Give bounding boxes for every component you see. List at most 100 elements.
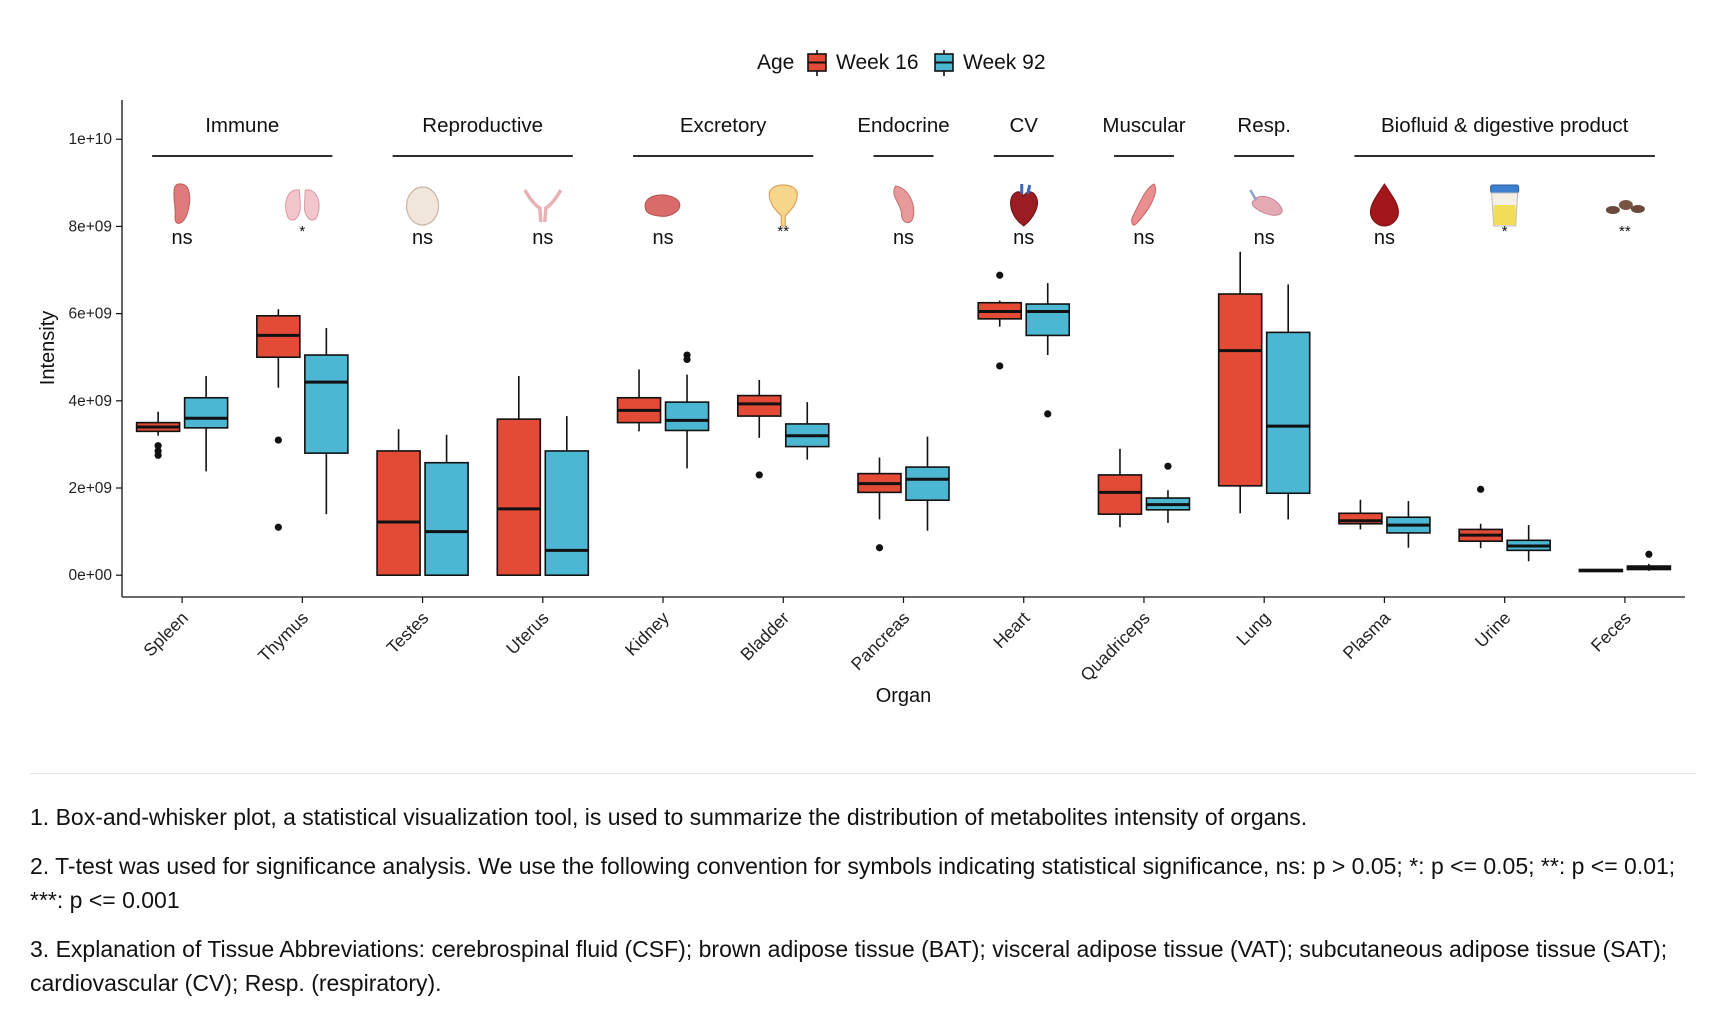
note-3: 3. Explanation of Tissue Abbreviations: … (30, 936, 1668, 996)
feces-icon-shape (1630, 205, 1645, 213)
pancreas-icon-shape (893, 185, 915, 223)
feces-icon (1605, 200, 1645, 214)
significance-label-kidney: ns (652, 227, 673, 249)
y-tick-label: 6e+09 (68, 306, 112, 323)
blood-drop-icon-shape (1369, 183, 1399, 227)
box-body (1338, 512, 1383, 525)
box-spleen-week-16 (135, 411, 181, 459)
box-plot-chart: Age Week 16 Week 92 0e+00 2e+09 4e+09 6e+09 8e+… (37, 50, 1685, 707)
group-label: Reproductive (422, 114, 543, 137)
kidney-icon-shape (644, 194, 681, 217)
heart-icon-shape (1010, 191, 1038, 227)
note-2: 2. T-test was used for significance anal… (30, 853, 1676, 913)
legend-title: Age (757, 51, 794, 74)
group-label: CV (1009, 114, 1038, 137)
urine-cup-icon-shape (1493, 205, 1516, 225)
kidney-icon (644, 194, 681, 217)
y-tick-label: 4e+09 (68, 393, 112, 410)
box-heart-week-16 (977, 271, 1023, 370)
legend-label: Week 16 (836, 51, 919, 74)
outlier-point (683, 351, 691, 359)
box-bladder-week-16 (736, 379, 782, 479)
quadriceps-icon-shape (1131, 183, 1156, 226)
group-biofluid-digestive-product: Biofluid & digestive product (1354, 114, 1655, 157)
bladder-icon-shape (768, 184, 798, 227)
x-tick-label-heart: Heart (989, 608, 1033, 652)
box-kidney-week-92 (664, 351, 710, 469)
outlier-point (1164, 462, 1172, 470)
group-label: Muscular (1102, 114, 1185, 137)
x-tick-label-plasma: Plasma (1339, 608, 1395, 664)
x-tick-label-lung: Lung (1232, 608, 1274, 650)
box-quadriceps-week-16 (1097, 448, 1143, 528)
x-tick-label-urine: Urine (1471, 608, 1515, 652)
significance-label-spleen: ns (172, 227, 193, 249)
box-uterus-week-16 (496, 375, 542, 577)
testes-icon-shape (405, 186, 440, 226)
x-tick-label-uterus: Uterus (502, 608, 553, 659)
box-body (736, 394, 782, 417)
significance-label-plasma: ns (1374, 227, 1395, 249)
feces-icon-shape (1605, 206, 1620, 214)
box-quadriceps-week-92 (1145, 462, 1191, 523)
box-uterus-week-92 (544, 416, 590, 577)
outlier-point (1477, 485, 1485, 493)
significance-label-urine: * (1502, 223, 1508, 240)
spleen-icon-shape (173, 183, 191, 224)
box-testes-week-92 (424, 434, 469, 577)
significance-label-lung: ns (1254, 227, 1275, 249)
x-axis-label: Organ (876, 685, 932, 707)
urine-cup-icon-shape (1490, 184, 1520, 194)
group-excretory: Excretory (633, 114, 814, 157)
box-plasma-week-92 (1386, 501, 1431, 548)
box-lung-week-16 (1217, 251, 1263, 514)
legend-item-week-16: Week 16 (807, 50, 919, 76)
box-thymus-week-16 (256, 309, 301, 531)
significance-label-bladder: ** (777, 223, 789, 240)
divider (30, 773, 1696, 774)
x-tick-label-thymus: Thymus (254, 608, 312, 666)
group-immune: Immune (152, 114, 333, 157)
box-body (544, 450, 590, 577)
box-body (1265, 331, 1311, 495)
box-feces-week-92 (1626, 550, 1672, 571)
box-body (664, 401, 710, 432)
box-plasma-week-16 (1338, 499, 1383, 530)
box-body (376, 450, 421, 577)
group-reproductive: Reproductive (392, 114, 573, 157)
x-tick-label-testes: Testes (382, 608, 432, 658)
box-urine-week-92 (1506, 525, 1551, 562)
y-tick-label: 2e+09 (68, 480, 112, 497)
outlier-point (274, 523, 282, 531)
x-tick-label-spleen: Spleen (139, 608, 192, 661)
outlier-point (154, 447, 162, 455)
box-feces-week-16 (1578, 568, 1624, 573)
urine-cup-icon (1490, 184, 1520, 227)
box-kidney-week-16 (616, 369, 662, 432)
x-tick-label-kidney: Kidney (621, 608, 673, 660)
box-body (304, 354, 349, 454)
box-body (905, 466, 950, 502)
y-tick-label: 8e+09 (68, 218, 112, 235)
group-label: Endocrine (857, 114, 949, 137)
y-tick-label: 1e+10 (68, 131, 112, 148)
uterus-icon-shape (523, 189, 563, 223)
lung-icon-shape (1249, 189, 1258, 201)
significance-label-testes: ns (412, 227, 433, 249)
box-lung-week-92 (1265, 284, 1311, 520)
outlier-point (996, 271, 1004, 279)
blood-drop-icon (1369, 183, 1399, 227)
x-tick-label-feces: Feces (1587, 608, 1635, 656)
testes-icon (405, 186, 440, 226)
box-heart-week-92 (1025, 283, 1071, 418)
lung-icon-shape (1251, 195, 1283, 216)
significance-label-feces: ** (1619, 223, 1631, 240)
box-body (424, 461, 469, 577)
feces-icon-shape (1618, 200, 1633, 210)
significance-label-heart: ns (1013, 227, 1034, 249)
thymus-icon-shape (303, 189, 320, 221)
pancreas-icon (893, 185, 915, 223)
group-label: Immune (205, 114, 279, 137)
box-body (1217, 293, 1263, 487)
heart-icon-shape (1020, 184, 1032, 195)
